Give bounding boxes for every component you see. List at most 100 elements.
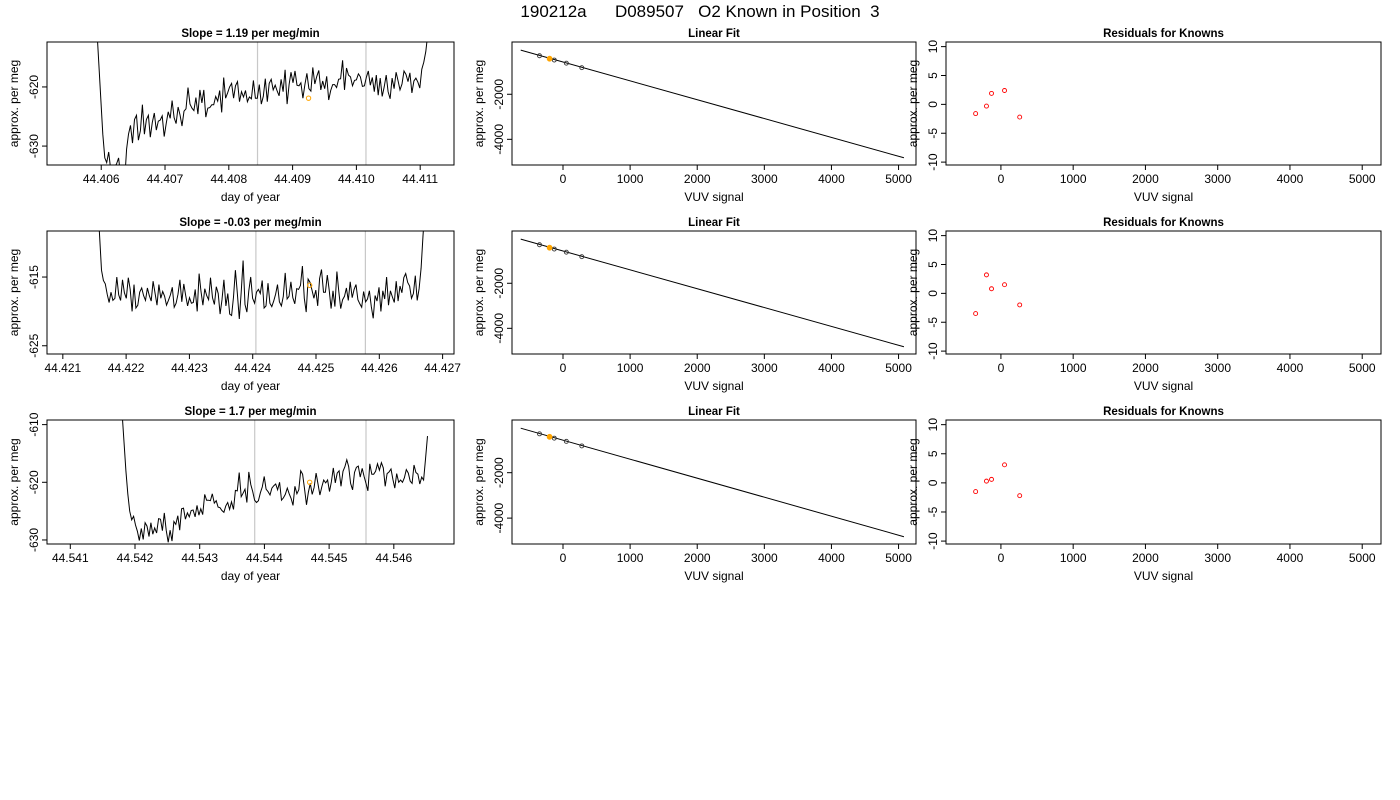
y-axis-label: approx. per meg [7, 249, 21, 336]
signal-trace [97, 42, 428, 165]
known-point [579, 65, 585, 71]
panel-title: Slope = -0.03 per meg/min [179, 217, 321, 229]
x-axis-label: day of year [221, 190, 280, 204]
data-layer [973, 88, 1023, 120]
plot-frame [945, 419, 1382, 545]
x-tick-label: 5000 [1349, 551, 1376, 565]
x-tick-label: 44.406 [83, 172, 120, 186]
y-axis-label: approx. per meg [906, 60, 920, 147]
known-point [563, 438, 569, 444]
y-tick-label: 5 [926, 450, 940, 457]
x-axis-label: VUV signal [684, 379, 743, 393]
x-tick-label: 44.410 [338, 172, 375, 186]
y-tick-label: -610 [27, 412, 41, 436]
residual-point [1002, 282, 1007, 288]
residual-point [989, 476, 994, 482]
y-axis-label: approx. per meg [472, 438, 486, 525]
x-tick-label: 2000 [1132, 172, 1159, 186]
y-tick-label: -2000 [492, 268, 506, 299]
panel-title: Linear Fit [688, 406, 740, 418]
data-layer [97, 42, 428, 165]
highlight-point [546, 55, 553, 62]
fit-line [520, 238, 905, 348]
known-point [579, 254, 585, 260]
plot-frame [511, 41, 917, 166]
x-tick-label: 44.409 [274, 172, 311, 186]
signal-trace [98, 231, 424, 320]
plot-frame [511, 230, 917, 355]
y-tick-label: -625 [27, 333, 41, 357]
y-tick-label: -5 [926, 128, 940, 139]
plot-frame [46, 41, 455, 166]
x-tick-label: 4000 [818, 361, 845, 375]
panel-r3-c1: Slope = 1.7 per meg/min 44.541 44.542 44.54… [7, 406, 455, 583]
x-tick-label: 2000 [1132, 361, 1159, 375]
x-axis-label: day of year [221, 569, 280, 583]
residual-point [989, 90, 994, 96]
panel-title: Linear Fit [688, 217, 740, 229]
x-axis-label: VUV signal [1134, 379, 1193, 393]
residual-point [1017, 302, 1023, 308]
highlight-point [546, 244, 553, 251]
plot-frame [46, 230, 455, 355]
data-layer [520, 427, 905, 538]
data-layer [520, 49, 905, 159]
x-tick-label: 2000 [1132, 551, 1159, 565]
x-tick-label: 5000 [885, 361, 912, 375]
known-point [537, 53, 542, 59]
residual-point [973, 111, 979, 117]
panel-r1-c3: Residuals for Knowns 0 1000 2000 3000 4000 500… [906, 28, 1382, 204]
y-tick-label: -630 [27, 528, 41, 552]
x-tick-label: 44.407 [147, 172, 184, 186]
data-layer [122, 420, 428, 543]
x-tick-label: 2000 [684, 551, 711, 565]
x-tick-label: 0 [998, 172, 1005, 186]
y-tick-label: 0 [926, 479, 940, 486]
x-tick-label: 4000 [818, 172, 845, 186]
x-tick-label: 44.546 [375, 551, 412, 565]
x-tick-label: 0 [560, 361, 567, 375]
y-tick-label: 10 [926, 40, 940, 54]
panel-title: Slope = 1.19 per meg/min [181, 28, 319, 40]
x-tick-label: 1000 [617, 172, 644, 186]
y-axis-label: approx. per meg [472, 249, 486, 336]
sample-marker [306, 282, 313, 288]
x-tick-label: 4000 [818, 551, 845, 565]
residual-point [1002, 88, 1007, 93]
known-point [551, 57, 557, 63]
y-tick-label: -630 [27, 134, 41, 158]
page-title: 190212a D089507 O2 Known in Position 3 [520, 2, 880, 21]
known-point [551, 435, 557, 441]
known-point [563, 60, 569, 66]
known-point [579, 443, 585, 449]
x-tick-label: 44.543 [181, 551, 218, 565]
x-tick-label: 0 [998, 361, 1005, 375]
x-tick-label: 5000 [1349, 361, 1376, 375]
panel-title: Residuals for Knowns [1103, 28, 1224, 40]
x-tick-label: 44.544 [246, 551, 283, 565]
x-tick-label: 0 [560, 551, 567, 565]
x-tick-label: 44.422 [108, 361, 145, 375]
x-tick-label: 3000 [1204, 172, 1231, 186]
y-tick-label: -10 [926, 153, 940, 171]
panel-title: Residuals for Knowns [1103, 406, 1224, 418]
data-layer [973, 462, 1023, 499]
x-axis-label: VUV signal [684, 569, 743, 583]
panel-r1-c2: Linear Fit 0 1000 2000 3000 4000 5000 -2000 -400… [472, 28, 917, 204]
x-axis-label: VUV signal [684, 190, 743, 204]
x-tick-label: 1000 [1060, 172, 1087, 186]
x-tick-label: 3000 [751, 172, 778, 186]
y-tick-label: -620 [27, 75, 41, 99]
x-tick-label: 2000 [684, 172, 711, 186]
y-axis-label: approx. per meg [472, 60, 486, 147]
y-tick-label: -2000 [492, 457, 506, 488]
y-tick-label: -4000 [492, 124, 506, 155]
x-tick-label: 44.425 [298, 361, 335, 375]
known-point [551, 246, 557, 252]
x-tick-label: 44.424 [234, 361, 271, 375]
panel-r3-c2: Linear Fit 0 1000 2000 3000 4000 5000 -2000 -400… [472, 406, 917, 583]
x-tick-label: 44.545 [311, 551, 348, 565]
panel-r2-c3: Residuals for Knowns 0 1000 2000 3000 4000 500… [906, 217, 1382, 393]
panel-title: Slope = 1.7 per meg/min [185, 406, 317, 418]
y-tick-label: 0 [926, 290, 940, 297]
